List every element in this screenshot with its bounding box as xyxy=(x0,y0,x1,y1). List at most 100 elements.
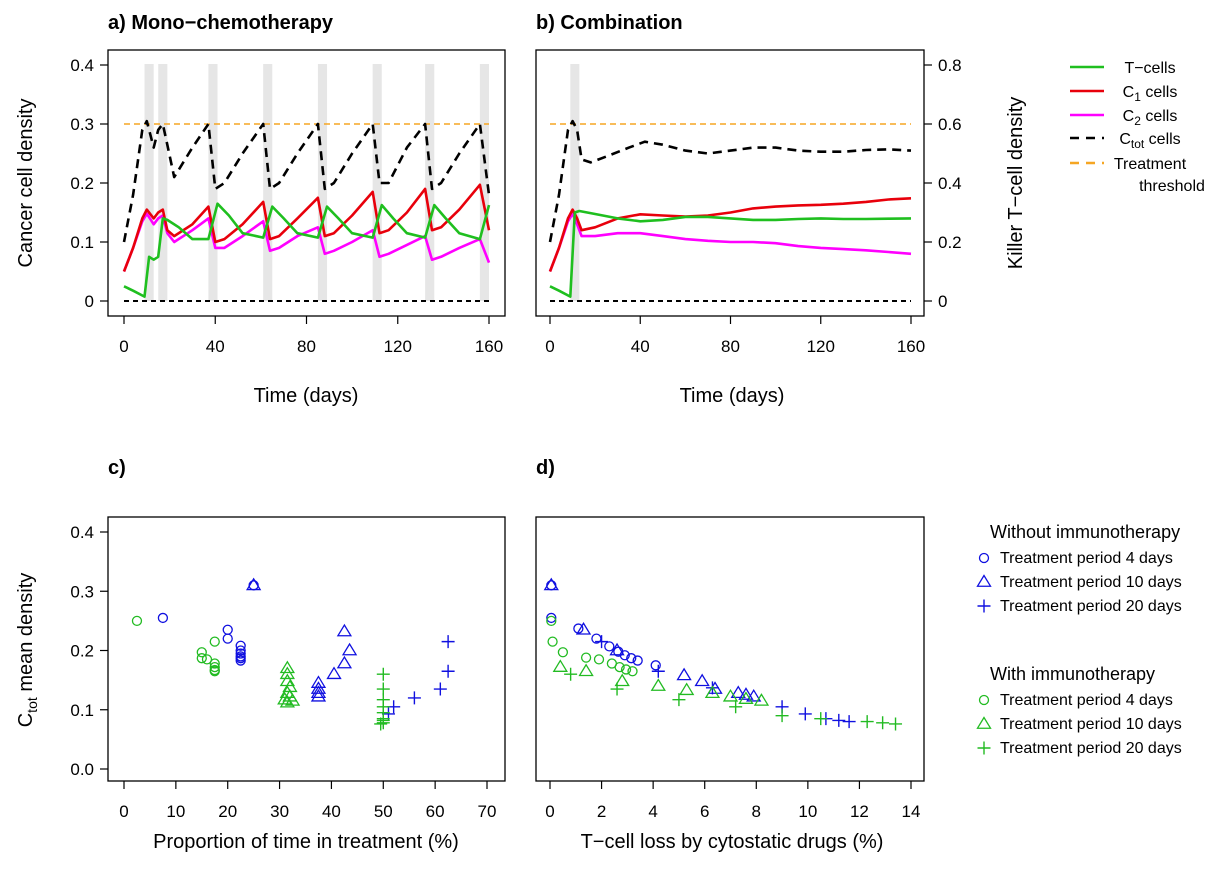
panel-c-ylabel: Ctot mean density xyxy=(15,573,40,728)
point-plus xyxy=(775,709,789,723)
panel-d-plot: 0 2 4 6 8 10 12 14 xyxy=(535,516,925,821)
point-circle xyxy=(196,653,207,664)
point-plus xyxy=(889,717,903,731)
point-triangle xyxy=(575,622,592,635)
point-triangle xyxy=(578,663,594,677)
legend-marker xyxy=(976,574,992,587)
point-plus xyxy=(729,700,743,714)
treatment-band xyxy=(263,64,273,301)
legend-item-label: Treatment period 4 days xyxy=(1000,550,1173,567)
point-circle xyxy=(209,666,220,677)
x-tick-label: 80 xyxy=(297,337,316,356)
treatment-band xyxy=(479,64,489,301)
x-tick-label: 40 xyxy=(322,802,341,821)
point-circle xyxy=(196,647,207,658)
treatment-band xyxy=(570,64,580,301)
y-tick-label: 0 xyxy=(85,292,94,311)
legend-label: T−cells xyxy=(1124,60,1175,77)
point-plus xyxy=(651,664,665,678)
point-circle xyxy=(235,645,246,656)
series-tcells-line xyxy=(123,202,491,298)
point-circle xyxy=(209,658,220,669)
x-tick-label: 160 xyxy=(475,337,503,356)
point-circle xyxy=(632,655,643,666)
point-triangle xyxy=(279,660,296,674)
point-triangle xyxy=(336,655,353,669)
legend-marker xyxy=(978,694,990,706)
point-circle xyxy=(580,652,592,663)
legend-item-label: Treatment period 10 days xyxy=(1000,574,1182,591)
point-triangle xyxy=(277,691,293,705)
point-plus xyxy=(860,715,874,729)
point-triangle xyxy=(679,682,695,696)
point-circle xyxy=(547,636,558,647)
point-plus xyxy=(441,635,455,649)
point-circle xyxy=(546,612,557,624)
panel-a-xlabel: Time (days) xyxy=(254,385,359,407)
x-tick-label: 40 xyxy=(631,337,650,356)
point-circle xyxy=(209,661,220,673)
legend-item-label: Treatment period 10 days xyxy=(1000,716,1182,733)
point-triangle xyxy=(552,659,568,672)
point-circle xyxy=(235,648,246,659)
point-plus xyxy=(376,716,390,730)
treatment-band xyxy=(208,64,218,301)
x-tick-label: 60 xyxy=(426,802,445,821)
point-plus xyxy=(374,717,388,731)
legend-label: C1 cells xyxy=(1123,84,1178,104)
x-tick-label: 120 xyxy=(807,337,835,356)
point-plus xyxy=(672,693,686,707)
panel-d-title: d) xyxy=(536,457,555,479)
point-plus xyxy=(610,682,624,696)
x-tick-label: 10 xyxy=(166,802,185,821)
legend-label: Ctot cells xyxy=(1119,131,1180,151)
point-plus xyxy=(433,682,447,696)
point-plus xyxy=(441,664,455,678)
x-tick-label: 10 xyxy=(798,802,817,821)
point-circle xyxy=(248,580,259,591)
x-tick-label: 12 xyxy=(850,802,869,821)
point-plus xyxy=(842,715,856,729)
x-tick-label: 80 xyxy=(721,337,740,356)
point-circle xyxy=(614,661,625,673)
legend-item-label: Treatment period 4 days xyxy=(1000,692,1173,709)
y-tick-label: 0.3 xyxy=(70,115,94,134)
point-triangle xyxy=(730,685,746,699)
x-tick-label: 120 xyxy=(384,337,412,356)
point-circle xyxy=(209,636,220,647)
point-circle xyxy=(546,580,557,591)
legend-label: Treatment xyxy=(1114,156,1187,173)
panel-c-xlabel: Proportion of time in treatment (%) xyxy=(153,831,459,853)
point-triangle xyxy=(326,666,342,680)
y-tick-label: 0.4 xyxy=(70,523,94,542)
point-triangle xyxy=(650,678,666,691)
legend-section-title: With immunotherapy xyxy=(990,664,1155,684)
point-circle xyxy=(546,615,557,627)
legend-marker xyxy=(977,741,991,755)
point-circle xyxy=(650,660,661,671)
series-c1-line xyxy=(122,183,491,272)
x-tick-label: 8 xyxy=(752,802,761,821)
legend-item-label: Treatment period 20 days xyxy=(1000,598,1182,615)
y2-tick-label: 0 xyxy=(938,292,947,311)
point-circle xyxy=(157,612,169,624)
point-circle xyxy=(557,647,569,658)
point-plus xyxy=(832,713,846,727)
point-circle xyxy=(131,615,143,627)
legend-label: C2 cells xyxy=(1123,108,1178,128)
point-triangle xyxy=(704,685,721,699)
y-tick-label: 0.0 xyxy=(70,760,94,779)
point-triangle xyxy=(310,685,327,699)
panel-a-ylabel: Cancer cell density xyxy=(15,99,37,268)
legend-marker xyxy=(977,599,991,613)
point-plus xyxy=(376,667,390,681)
x-tick-label: 14 xyxy=(902,802,921,821)
series-ctot-line xyxy=(122,119,491,243)
point-plus xyxy=(798,707,812,721)
x-tick-label: 2 xyxy=(597,802,606,821)
marker-legend: Without immunotherapy Treatment period 4 … xyxy=(976,522,1182,757)
y-tick-label: 0.2 xyxy=(70,642,94,661)
point-triangle xyxy=(279,666,296,680)
point-triangle xyxy=(676,667,692,681)
point-circle xyxy=(235,655,246,666)
